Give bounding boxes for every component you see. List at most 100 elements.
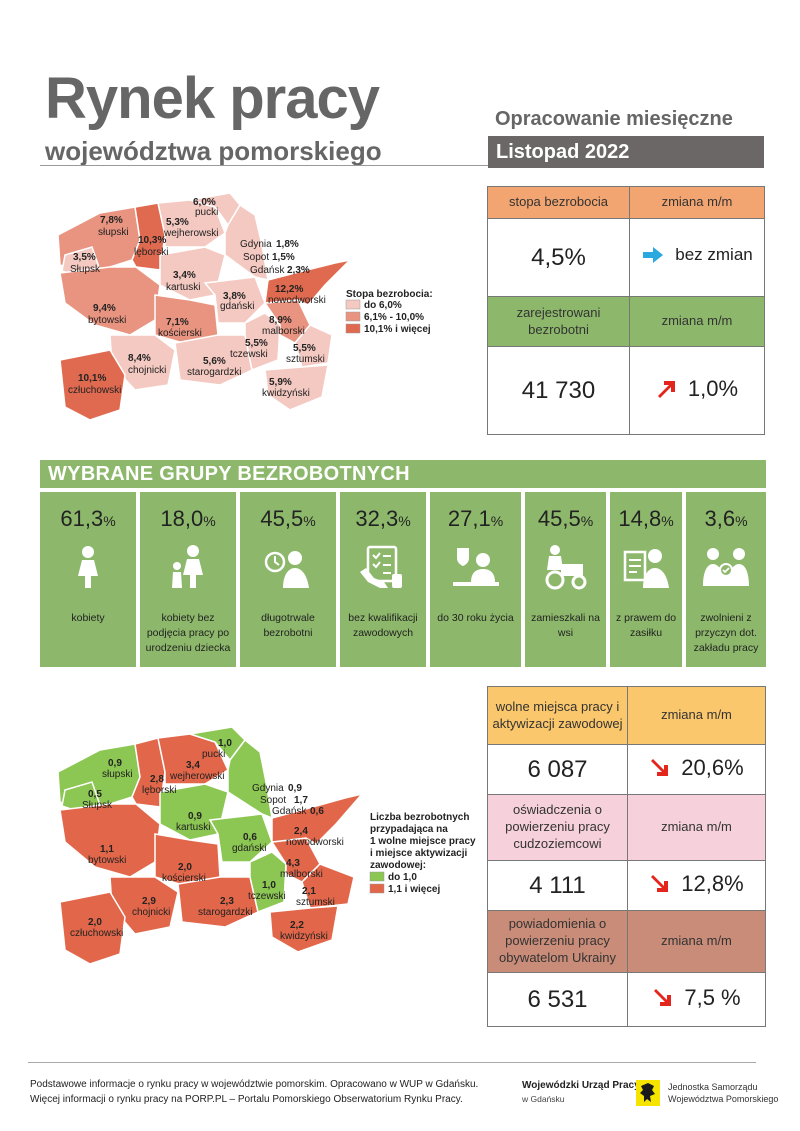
notifications-header: powiadomienia o powierzeniu pracy obywat…: [487, 910, 628, 973]
map1-city-name: Gdynia: [240, 239, 272, 250]
map2-name: chojnicki: [132, 907, 170, 918]
declarations-header: oświadczenia o powierzeniu pracy cudzozi…: [487, 794, 628, 861]
map2-city-name: Gdańsk: [272, 806, 307, 817]
footer-line-2: Więcej informacji o rynku pracy na PORP.…: [30, 1094, 463, 1105]
arrow-down-right-icon: [651, 758, 669, 776]
group-unit: %: [490, 513, 504, 529]
map1-name: lęborski: [134, 247, 168, 258]
group-label: kobiety: [71, 612, 105, 624]
map2-district-kwidzynski: [269, 905, 339, 953]
map2-name: bytowski: [88, 855, 126, 866]
map1-district-kwidzynski: [264, 364, 329, 411]
map1-name: bytowski: [88, 315, 126, 326]
map1-name: wejherowski: [163, 228, 218, 239]
map1-name: kartuski: [166, 282, 200, 293]
map1-name: człuchowski: [68, 385, 121, 396]
map1-value: 8,9%: [269, 315, 292, 326]
map2-value: 1,0: [262, 880, 276, 891]
map1-district-tricity: [224, 203, 269, 281]
map1-value: 5,5%: [293, 343, 316, 354]
group-label: długotrwale bezrobotni: [261, 612, 315, 640]
map1-value: 5,5%: [245, 338, 268, 349]
group-tile: 45,5% zamieszkali na wsi: [525, 492, 606, 667]
map2-district-starogardzki: [177, 876, 259, 928]
map2-city-name: Gdynia: [252, 783, 284, 794]
map2-city-value: 1,7: [294, 795, 308, 806]
map1-name: słupski: [98, 227, 129, 238]
map2-value: 4,3: [286, 858, 300, 869]
map1-district-tczewski: [244, 312, 281, 372]
map2-value: 2,3: [220, 896, 234, 907]
registered-change-header: zmiana m/m: [629, 296, 765, 347]
map1-city-name: Gdańsk: [250, 265, 285, 276]
young-person-laptop-icon: [452, 548, 499, 586]
map2-district-bytowski: [59, 803, 161, 878]
map2-name: kartuski: [176, 822, 210, 833]
unemployment-rate-map: 7,8% słupski 10,3% lęborski 5,3% wejhero…: [57, 192, 433, 421]
map1-value: 3,4%: [173, 270, 196, 281]
benefit-document-icon: [623, 549, 669, 588]
map1-legend-label: 6,1% - 10,0%: [364, 312, 424, 323]
arrow-up-right-icon: [657, 380, 675, 398]
map1-value: 10,3%: [138, 235, 166, 246]
map2-legend-swatch: [369, 871, 385, 882]
group-unit: %: [103, 513, 116, 529]
woman-icon: [78, 546, 98, 588]
map2-district-nowodworski: [271, 792, 365, 845]
map1-name: tczewski: [230, 349, 268, 360]
group-value: 45,5: [537, 506, 581, 531]
map2-value: 2,1: [302, 886, 316, 897]
jst-line-1: Jednostka Samorządu: [668, 1082, 758, 1092]
group-unit: %: [735, 513, 748, 529]
rate-change-header: zmiana m/m: [629, 186, 765, 219]
vacancies-change-header: zmiana m/m: [627, 686, 766, 745]
map1-legend-label: do 6,0%: [364, 300, 402, 311]
page-subtitle: województwa pomorskiego: [45, 136, 382, 166]
map2-district-czluchowski: [59, 891, 126, 965]
footer-line-1: Podstawowe informacje o rynku pracy w wo…: [30, 1079, 479, 1090]
map2-value: 0,6: [243, 832, 257, 843]
map2-city-value: 0,9: [288, 783, 302, 794]
map1-city-value: 1,5%: [272, 252, 295, 263]
map1-value: 7,8%: [100, 215, 123, 226]
map2-value: 1,0: [218, 738, 232, 749]
map2-name: nowodworski: [286, 837, 344, 848]
map1-name: kwidzyński: [262, 388, 310, 399]
job-offers-table: wolne miejsca pracy i aktywizacji zawodo…: [487, 686, 766, 1027]
group-label: kobiety bez podjęcia pracy po urodzeniu …: [145, 612, 231, 655]
edition-date: Listopad 2022: [488, 136, 764, 168]
map2-name: starogardzki: [198, 907, 252, 918]
map1-value: 5,3%: [166, 217, 189, 228]
map2-value: 3,4: [186, 760, 200, 771]
map2-value: 0,5: [88, 789, 102, 800]
map2-name: Słupsk: [82, 800, 113, 811]
unemployment-rate-table: stopa bezrobocia zmiana m/m 4,5% bez zmi…: [487, 186, 765, 435]
map2-name: człuchowski: [70, 928, 123, 939]
group-tile: 61,3% kobiety: [40, 492, 136, 667]
arrow-right-icon: [643, 246, 664, 263]
group-value: 3,6: [704, 506, 736, 531]
notifications-value: 6 531: [487, 972, 628, 1027]
registered-change-value: 1,0%: [687, 375, 739, 401]
map2-name: tczewski: [248, 891, 286, 902]
map1-city-name: Sopot: [243, 252, 269, 263]
group-value: 45,5: [260, 506, 304, 531]
declarations-value: 4 111: [487, 860, 628, 911]
map1-value: 3,8%: [223, 291, 246, 302]
group-unit: %: [580, 513, 594, 529]
group-label: bez kwalifikacji zawodowych: [348, 612, 418, 640]
map2-name: słupski: [102, 769, 133, 780]
map1-name: starogardzki: [187, 367, 241, 378]
registered-value: 41 730: [487, 346, 630, 435]
map2-value: 2,9: [142, 896, 156, 907]
map2-value: 0,9: [108, 758, 122, 769]
unemployed-per-vacancy-map: 0,9 słupski 2,8 lęborski 3,4 wejherowski…: [57, 726, 476, 965]
arrow-down-right-icon: [651, 874, 669, 892]
registered-header: zarejestrowani bezrobotni: [487, 296, 630, 347]
notifications-change-value: 7,5 %: [684, 984, 741, 1010]
rate-header: stopa bezrobocia: [487, 186, 630, 219]
group-value: 18,0: [160, 506, 204, 531]
map1-name: malborski: [262, 326, 305, 337]
map1-name: gdański: [220, 301, 254, 312]
map1-value: 10,1%: [78, 373, 106, 384]
